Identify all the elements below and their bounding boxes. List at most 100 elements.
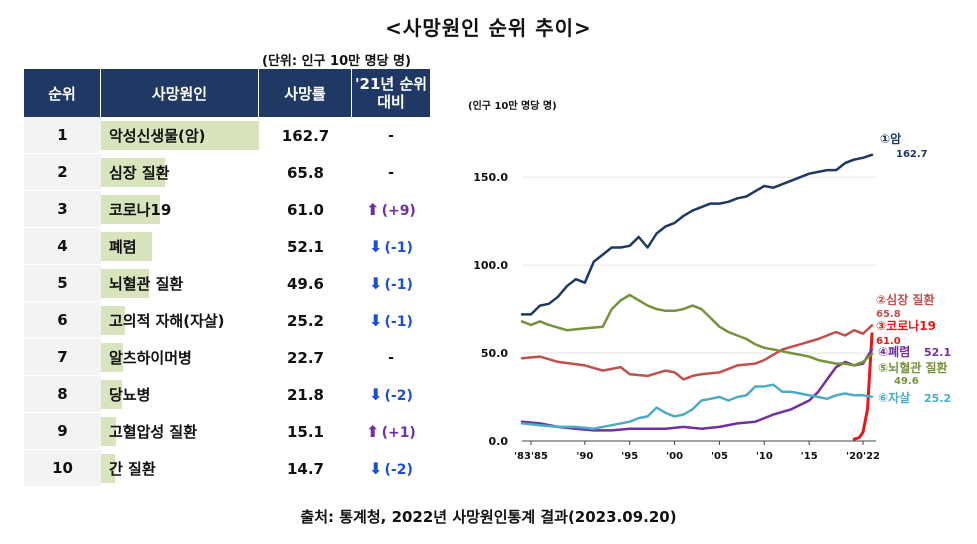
rank-cell: 10	[24, 450, 101, 487]
page-title: <사망원인 순위 추이>	[385, 16, 592, 40]
rate-bar	[101, 232, 152, 261]
rank-cell: 8	[24, 376, 101, 413]
arrow-up-icon: ⬆	[366, 422, 380, 441]
rate-cell: 14.7	[286, 459, 324, 478]
series-name-label: ①암	[880, 132, 901, 146]
cause-label: 알츠하이머병	[109, 349, 192, 367]
change-cell: ⬇ (-1)	[352, 302, 430, 339]
x-tick-label: '15	[801, 451, 818, 462]
table-row: 1 악성신생물(암) 162.7 -	[24, 117, 430, 154]
rank-cell: 3	[24, 191, 101, 228]
rank-cell: 6	[24, 302, 101, 339]
arrow-down-icon: ⬇	[369, 459, 383, 478]
change-value: -	[388, 349, 394, 366]
arrow-down-icon: ⬇	[369, 385, 383, 404]
rate-cell: 22.7	[286, 348, 324, 367]
y-tick-label: 100.0	[473, 259, 508, 272]
rate-cell: 15.1	[286, 422, 324, 441]
cause-label: 심장 질환	[109, 164, 170, 182]
rate-bar	[101, 306, 126, 335]
cause-label: 뇌혈관 질환	[109, 275, 184, 293]
series-value-label: 65.8	[876, 309, 901, 320]
change-cell: ⬇ (-2)	[352, 450, 430, 487]
cause-cell: 심장 질환	[101, 154, 259, 191]
rate-cell: 162.7	[281, 126, 330, 145]
cause-label: 폐렴	[109, 238, 137, 256]
header-cause: 사망원인	[101, 69, 259, 117]
rank-cell: 1	[24, 117, 101, 154]
change-value: (-2)	[384, 462, 413, 478]
series-line	[520, 153, 874, 316]
rank-cell: 9	[24, 413, 101, 450]
cause-cell: 간 질환	[101, 450, 259, 487]
change-cell: -	[352, 339, 430, 376]
rate-bar	[101, 269, 150, 298]
series-value-label: 61.0	[876, 336, 901, 347]
change-value: (+1)	[381, 425, 416, 441]
series-name-label: ⑥자살	[878, 390, 910, 405]
rank-cell: 7	[24, 339, 101, 376]
cause-cell: 코로나19	[101, 191, 259, 228]
ranking-table: 순위 사망원인 사망률 '21년 순위 대비 1 악성신생물(암) 162.7 - 2 심…	[24, 69, 430, 487]
change-cell: -	[352, 154, 430, 191]
series-line	[852, 332, 874, 441]
cause-cell: 고혈압성 질환	[101, 413, 259, 450]
x-tick-label: '90	[576, 451, 593, 462]
change-value: (-1)	[384, 240, 413, 256]
table-row: 7 알츠하이머병 22.7 -	[24, 339, 430, 376]
cause-cell: 고의적 자해(자살)	[101, 302, 259, 339]
rate-cell: 61.0	[286, 200, 324, 219]
cause-cell: 알츠하이머병	[101, 339, 259, 376]
series-name-label: ④폐렴	[878, 344, 910, 359]
cause-label: 코로나19	[109, 201, 172, 219]
x-tick-label: '20'22	[846, 451, 880, 462]
change-cell: ⬆ (+1)	[352, 413, 430, 450]
series-name-label: ③코로나19	[876, 318, 936, 333]
cause-cell: 폐렴	[101, 228, 259, 265]
change-value: (-1)	[384, 314, 413, 330]
series-line	[520, 324, 874, 381]
table-row: 3 코로나19 61.0 ⬆ (+9)	[24, 191, 430, 228]
rank-cell: 2	[24, 154, 101, 191]
x-tick-label: '83'85	[514, 451, 548, 462]
table-row: 2 심장 질환 65.8 -	[24, 154, 430, 191]
x-tick-label: '95	[621, 451, 638, 462]
header-change: '21년 순위 대비	[352, 69, 430, 117]
rate-cell: 65.8	[286, 163, 324, 182]
rate-bar	[101, 121, 259, 150]
table-row: 4 폐렴 52.1 ⬇ (-1)	[24, 228, 430, 265]
rank-cell: 5	[24, 265, 101, 302]
unit-note: (단위: 인구 10만 명당 명)	[262, 54, 411, 69]
rate-bar	[101, 454, 116, 483]
y-axis-label: (인구 10만 명당 명)	[468, 99, 557, 112]
change-value: (+9)	[381, 203, 416, 219]
y-tick-label: 50.0	[481, 347, 508, 360]
rate-bar	[101, 158, 165, 187]
table-header-row: 순위 사망원인 사망률 '21년 순위 대비	[24, 69, 430, 117]
arrow-down-icon: ⬇	[369, 237, 383, 256]
header-rate: 사망률	[259, 69, 352, 117]
change-value: (-2)	[384, 388, 413, 404]
x-tick-label: '05	[711, 451, 728, 462]
series-line	[520, 383, 874, 430]
change-cell: ⬇ (-1)	[352, 228, 430, 265]
rate-cell: 25.2	[286, 311, 324, 330]
change-cell: ⬇ (-1)	[352, 265, 430, 302]
cause-cell: 당뇨병	[101, 376, 259, 413]
series-value-label: 49.6	[894, 376, 919, 387]
rate-cell: 52.1	[286, 237, 324, 256]
series-value-label: 162.7	[896, 149, 928, 160]
change-cell: ⬆ (+9)	[352, 191, 430, 228]
arrow-down-icon: ⬇	[369, 311, 383, 330]
series-line	[520, 293, 874, 367]
cause-cell: 악성신생물(암)	[101, 117, 259, 154]
rank-cell: 4	[24, 228, 101, 265]
rate-bar	[101, 380, 123, 409]
table-row: 6 고의적 자해(자살) 25.2 ⬇ (-1)	[24, 302, 430, 339]
series-value-label: 25.2	[924, 392, 951, 405]
change-cell: -	[352, 117, 430, 154]
arrow-up-icon: ⬆	[366, 200, 380, 219]
cause-label: 고의적 자해(자살)	[109, 312, 225, 330]
header-rank: 순위	[24, 69, 101, 117]
cause-label: 고혈압성 질환	[109, 423, 198, 441]
